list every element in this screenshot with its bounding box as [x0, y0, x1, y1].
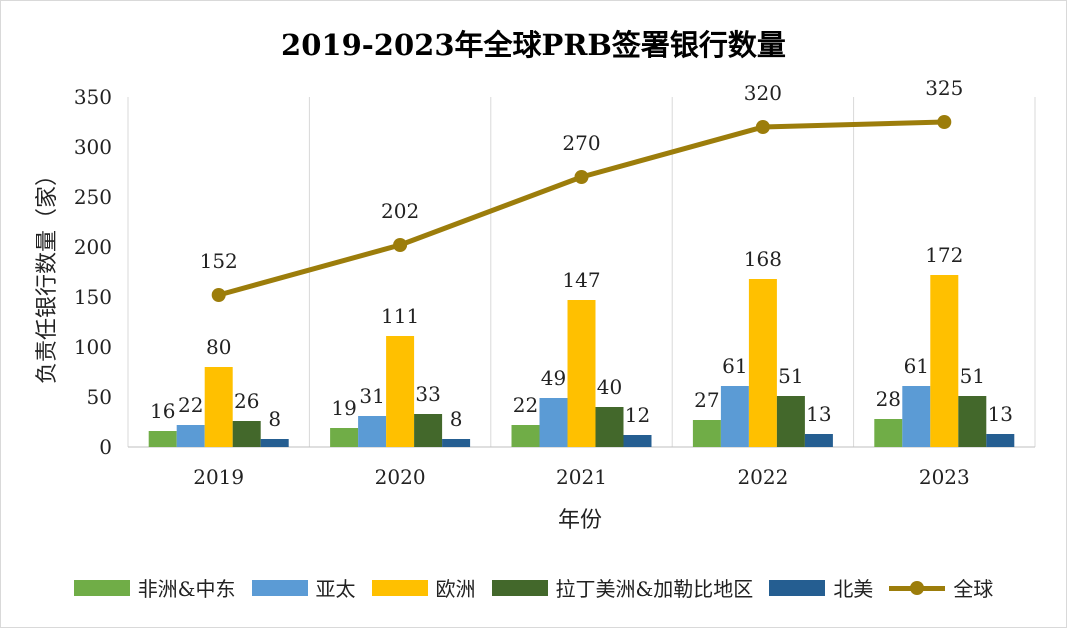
y-tick-label: 50 [87, 385, 112, 409]
legend-label: 非洲&中东 [137, 577, 236, 601]
x-axis-label: 年份 [557, 508, 602, 533]
legend-swatch [491, 579, 548, 596]
bar-data-label: 31 [359, 384, 384, 408]
bar [958, 396, 987, 447]
bar [511, 425, 540, 447]
line-data-label: 202 [381, 199, 419, 223]
bar [442, 439, 471, 447]
bar [260, 439, 289, 447]
bar-data-label: 13 [988, 402, 1013, 426]
bar [204, 367, 233, 447]
y-tick-label: 150 [74, 285, 112, 309]
bar-data-label: 33 [415, 382, 440, 406]
bar-data-label: 51 [960, 364, 985, 388]
legend-swatch [889, 580, 946, 596]
bar-data-label: 16 [150, 399, 175, 423]
bar [595, 407, 624, 447]
x-tick-label: 2022 [737, 465, 788, 489]
bar-data-label: 168 [744, 247, 782, 271]
line-point [211, 288, 226, 302]
bar-data-label: 111 [381, 304, 419, 328]
bar-data-label: 22 [513, 393, 538, 417]
bar [902, 386, 931, 447]
bar [176, 425, 205, 447]
bar-data-label: 40 [597, 375, 622, 399]
legend-label: 拉丁美洲&加勒比地区 [555, 577, 754, 601]
y-tick-label: 300 [74, 135, 112, 159]
bar [148, 431, 177, 447]
x-tick-label: 2023 [919, 465, 970, 489]
chart-title: 2019-2023年全球PRB签署银行数量 [281, 28, 786, 62]
bar-data-label: 12 [625, 403, 650, 427]
legend-swatch [769, 579, 826, 596]
y-tick-label: 350 [74, 85, 112, 109]
legend-swatch [371, 579, 428, 596]
line-data-label: 320 [744, 81, 782, 105]
y-tick-label: 200 [74, 235, 112, 259]
legend-item: 拉丁美洲&加勒比地区 [491, 573, 754, 602]
legend-label: 亚太 [315, 577, 356, 601]
x-tick-label: 2019 [193, 465, 244, 489]
bar [330, 428, 359, 447]
y-tick-label: 250 [74, 185, 112, 209]
bar [874, 419, 903, 447]
y-tick-label: 100 [74, 335, 112, 359]
legend: 非洲&中东 亚太 欧洲 拉丁美洲&加勒比地区 北美 全球 [0, 573, 1067, 602]
legend-label: 北美 [833, 577, 874, 601]
legend-item: 全球 [889, 573, 993, 602]
line-data-label: 325 [925, 76, 963, 100]
bar-data-label: 19 [331, 396, 356, 420]
legend-item: 非洲&中东 [73, 573, 236, 602]
legend-item: 亚太 [251, 573, 356, 602]
line-point [937, 115, 952, 129]
legend-item: 欧洲 [371, 573, 476, 602]
bar-data-label: 28 [876, 387, 901, 411]
line-data-label: 152 [200, 249, 238, 273]
bar [623, 435, 652, 447]
legend-item: 北美 [769, 573, 873, 602]
legend-swatch [251, 579, 308, 596]
y-tick-label: 0 [99, 435, 112, 459]
bar-data-label: 80 [206, 335, 231, 359]
bar-data-label: 26 [234, 389, 259, 413]
bar [539, 398, 568, 447]
bar-data-label: 147 [562, 268, 600, 292]
line-point [755, 120, 770, 134]
bar-data-label: 51 [778, 364, 803, 388]
legend-label: 全球 [953, 577, 994, 601]
bar-data-label: 8 [450, 407, 463, 431]
bar [692, 420, 721, 447]
bar-data-label: 27 [694, 388, 719, 412]
bar [414, 414, 443, 447]
line-point [574, 170, 589, 184]
bar-data-label: 13 [806, 402, 831, 426]
legend-label: 欧洲 [435, 577, 476, 601]
bar [930, 275, 959, 447]
bar-data-label: 172 [925, 243, 963, 267]
bar-data-label: 61 [722, 354, 747, 378]
bar [232, 421, 261, 447]
bar [358, 416, 387, 447]
bar-data-label: 8 [268, 407, 281, 431]
bar [804, 434, 833, 447]
bar [386, 336, 415, 447]
bar [748, 279, 777, 447]
x-tick-label: 2021 [556, 465, 607, 489]
bar [986, 434, 1015, 447]
bar-data-label: 22 [178, 393, 203, 417]
bar [567, 300, 596, 447]
bar [776, 396, 805, 447]
line-data-label: 270 [562, 131, 600, 155]
x-tick-label: 2020 [375, 465, 426, 489]
line-point [393, 238, 408, 252]
bar-data-label: 49 [541, 366, 566, 390]
legend-swatch [73, 579, 130, 596]
bar [720, 386, 749, 447]
bar-data-label: 61 [904, 354, 929, 378]
